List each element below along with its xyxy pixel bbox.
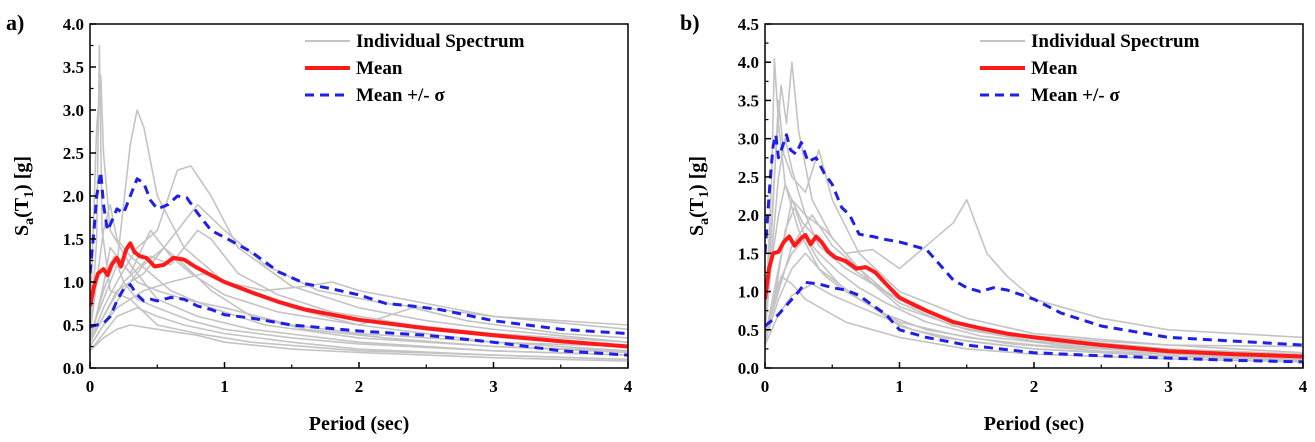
x-tick-label: 0 xyxy=(86,377,95,396)
individual-spectrum-line xyxy=(90,74,628,356)
y-tick-label: 2.5 xyxy=(738,168,759,187)
x-tick-label: 3 xyxy=(489,377,498,396)
y-title-subscript: a xyxy=(22,218,37,225)
y-tick-label: 0.5 xyxy=(63,316,84,335)
y-tick-label: 1.0 xyxy=(63,273,84,292)
individual-spectrum-line xyxy=(765,214,1303,348)
x-tick-label: 4 xyxy=(1299,377,1308,396)
x-tick-label: 2 xyxy=(1030,377,1039,396)
legend-label: Individual Spectrum xyxy=(356,31,525,52)
mean-sigma-line xyxy=(90,170,628,336)
legend-label: Mean +/- σ xyxy=(1031,85,1120,106)
y-tick-label: 1.5 xyxy=(738,244,759,263)
individual-spectrum-line xyxy=(90,272,628,347)
y-tick-label: 0.0 xyxy=(738,359,759,378)
individual-spectrum-line xyxy=(90,109,628,352)
y-title-part: (T xyxy=(11,197,33,218)
legend-label: Individual Spectrum xyxy=(1031,31,1200,52)
y-tick-label: 4.0 xyxy=(738,53,759,72)
y-tick-label: 4.0 xyxy=(63,15,84,34)
y-tick-label: 2.0 xyxy=(63,187,84,206)
plot-area xyxy=(90,44,628,362)
x-axis-title: Period (sec) xyxy=(984,413,1085,435)
x-tick-label: 0 xyxy=(761,377,770,396)
x-tick-label: 3 xyxy=(1164,377,1173,396)
y-tick-label: 4.5 xyxy=(738,15,759,34)
individual-spectrum-line xyxy=(90,307,628,361)
mean-sigma-line xyxy=(765,280,1303,364)
individual-spectrum-line xyxy=(90,203,628,354)
individual-spectrum-line xyxy=(90,44,628,361)
individual-spectrum-line xyxy=(90,246,628,352)
x-tick-label: 4 xyxy=(624,377,633,396)
y-tick-label: 3.0 xyxy=(738,130,759,149)
individual-spectrum-line xyxy=(90,165,628,343)
y-title-symbol: S xyxy=(686,225,708,236)
plot-area xyxy=(765,57,1303,364)
y-tick-label: 3.5 xyxy=(738,91,759,110)
mean-line xyxy=(90,241,628,349)
x-tick-label: 1 xyxy=(220,377,229,396)
individual-spectrum-line xyxy=(765,206,1303,360)
x-axis-title: Period (sec) xyxy=(309,413,410,435)
y-title-part: ) [g] xyxy=(11,156,33,191)
legend: Individual Spectrum Mean Mean +/- σ xyxy=(305,31,525,106)
x-tick-label: 2 xyxy=(355,377,364,396)
y-axis-title: Sa(T1) [g] xyxy=(686,156,712,236)
y-tick-label: 2.0 xyxy=(738,206,759,225)
y-tick-label: 3.5 xyxy=(63,58,84,77)
mean-sigma-line xyxy=(765,133,1303,347)
legend: Individual Spectrum Mean Mean +/- σ xyxy=(980,31,1200,106)
chart-panel-b: 0.0 0.5 1.0 1.5 2.0 2.5 3.0 3.5 4.0 4.5 0 1 2 3 4 Perio… xyxy=(680,10,1308,435)
y-axis-title: Sa(T1) [g] xyxy=(11,156,37,236)
y-tick-label: 0.5 xyxy=(738,321,759,340)
individual-spectrum-line xyxy=(765,99,1303,354)
panel-label: a) xyxy=(6,10,24,35)
y-tick-label: 3.0 xyxy=(63,101,84,120)
y-title-subscript: a xyxy=(697,218,712,225)
y-title-subscript: 1 xyxy=(22,191,37,198)
mean-line xyxy=(765,233,1303,359)
y-title-part: (T xyxy=(686,197,708,218)
legend-label: Mean xyxy=(356,58,403,79)
y-title-part: ) [g] xyxy=(686,156,708,191)
y-tick-label: 2.5 xyxy=(63,144,84,163)
y-tick-label: 1.5 xyxy=(63,230,84,249)
y-tick-label: 0.0 xyxy=(63,359,84,378)
y-title-symbol: S xyxy=(11,225,33,236)
legend-label: Mean +/- σ xyxy=(356,85,445,106)
panel-label: b) xyxy=(680,10,700,35)
chart-panel-a: 0.0 0.5 1.0 1.5 2.0 2.5 3.0 3.5 4.0 0 1 2 3 4 Period (… xyxy=(6,10,633,435)
y-title-subscript: 1 xyxy=(697,191,712,198)
individual-spectrum-line xyxy=(90,246,628,348)
individual-spectrum-line xyxy=(90,324,628,362)
individual-spectrum-line xyxy=(765,283,1303,361)
mean-sigma-line xyxy=(90,283,628,357)
individual-spectrum-line xyxy=(765,199,1303,339)
individual-spectrum-line xyxy=(765,237,1303,359)
y-tick-label: 1.0 xyxy=(738,283,759,302)
legend-label: Mean xyxy=(1031,58,1078,79)
x-tick-label: 1 xyxy=(895,377,904,396)
